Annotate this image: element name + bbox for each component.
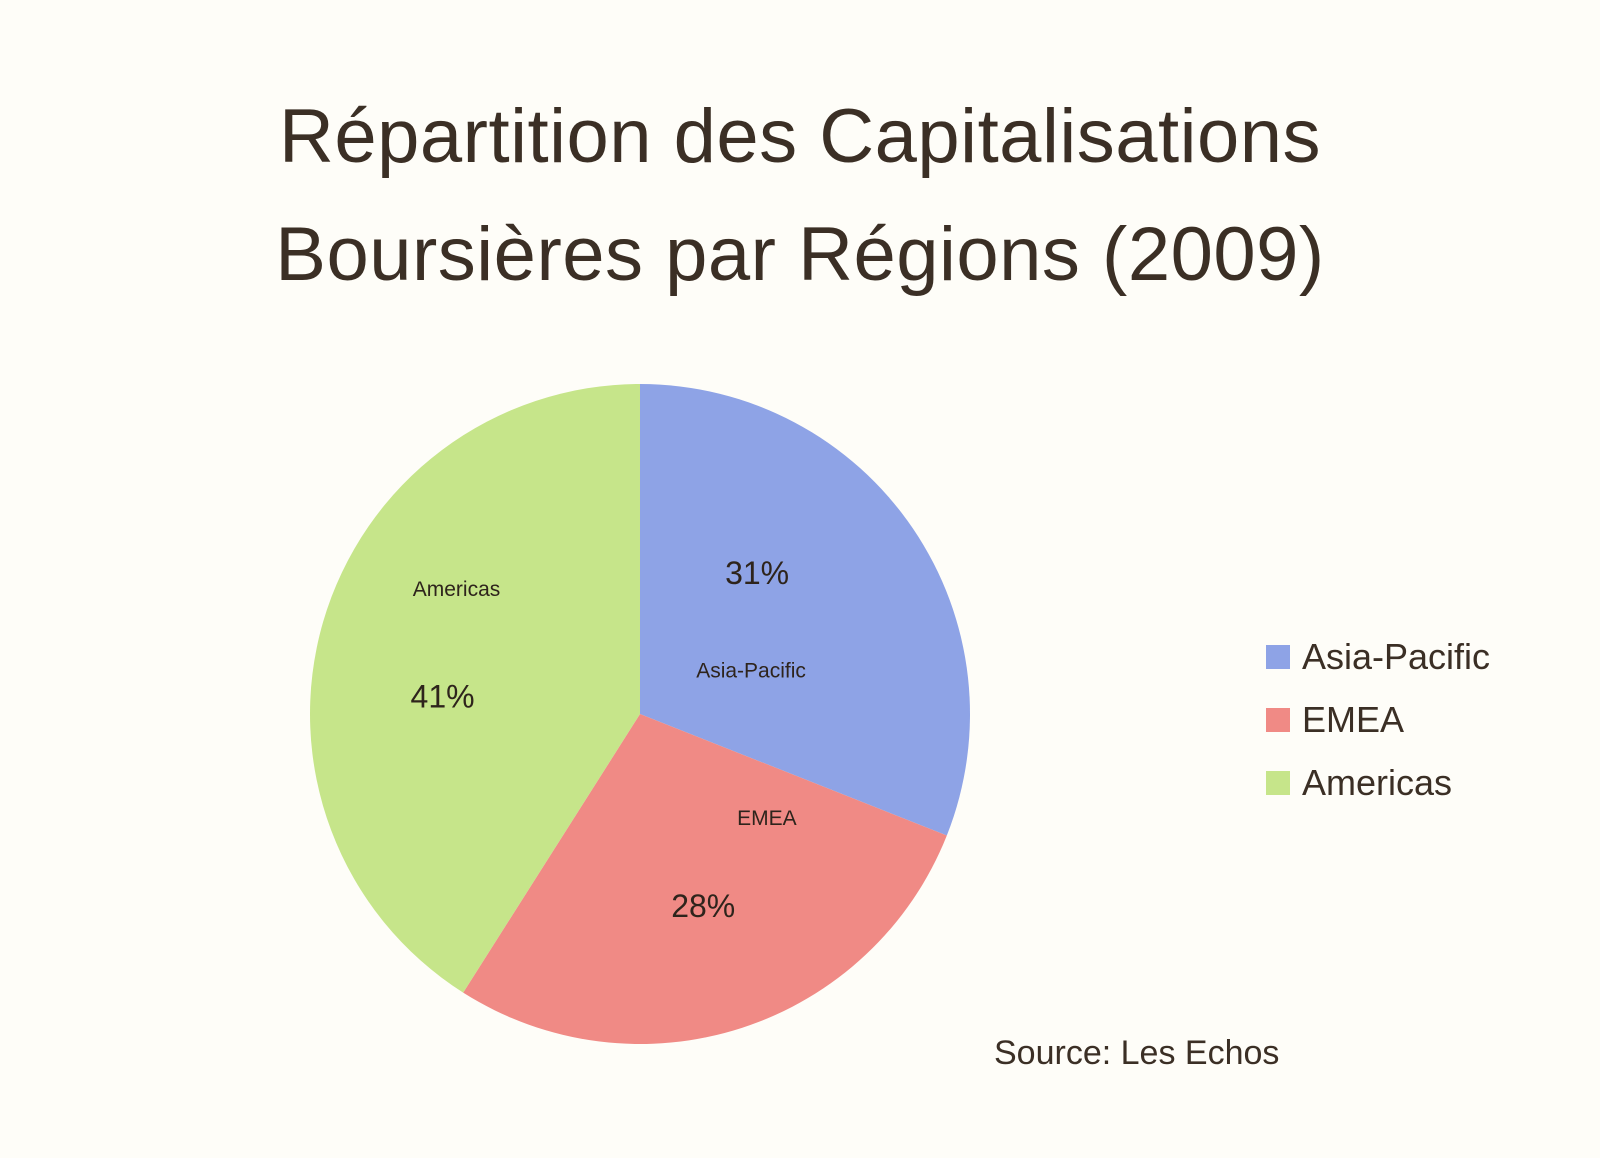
legend-item-asia-pacific: Asia-Pacific <box>1266 625 1490 688</box>
chart-title-line-1: Répartition des Capitalisations <box>278 94 1322 179</box>
pie-slice-americas <box>309 384 640 993</box>
pie-slice-asia-pacific <box>640 384 970 836</box>
data-label-percent: 41% <box>411 678 475 714</box>
legend-swatch-asia-pacific <box>1266 644 1290 669</box>
data-label-percent: 31% <box>725 555 789 591</box>
legend: Asia-Pacific EMEA Americas <box>1266 625 1490 814</box>
source-note: Source: Les Echos <box>994 1034 1280 1072</box>
legend-label: Americas <box>1302 761 1453 803</box>
data-label-percent: 28% <box>671 888 735 924</box>
pie-slice-emea <box>463 714 947 1044</box>
legend-label: EMEA <box>1302 698 1405 740</box>
legend-swatch-emea <box>1266 707 1290 732</box>
data-label-category: Americas <box>413 578 501 601</box>
legend-item-emea: EMEA <box>1266 688 1490 751</box>
pie-slices <box>309 384 970 1044</box>
chart-title: Répartition des Capitalisations Boursièr… <box>0 78 1600 314</box>
legend-label: Asia-Pacific <box>1302 635 1491 677</box>
legend-swatch-americas <box>1266 770 1290 795</box>
data-label-category: Asia-Pacific <box>696 659 806 682</box>
legend-item-americas: Americas <box>1266 751 1490 814</box>
pie-labels: 31% Asia-Pacific 28% EMEA 41% Americas <box>411 555 806 924</box>
data-label-category: EMEA <box>737 807 797 830</box>
chart-title-line-2: Boursières par Régions (2009) <box>275 212 1325 297</box>
